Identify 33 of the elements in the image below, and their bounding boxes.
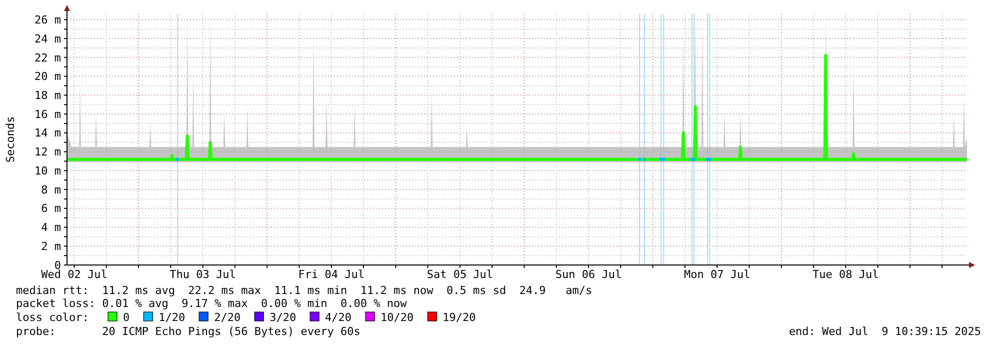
legend-label: 2/20 — [214, 311, 241, 324]
x-tick-label: Fri 04 Jul — [298, 268, 364, 281]
legend-label: 0 — [123, 311, 130, 324]
y-tick-label: 12 m — [34, 146, 62, 159]
text: end: Wed Jul 9 10:39:15 2025 — [788, 325, 981, 338]
y-tick-label: 6 m — [41, 202, 62, 216]
y-tick-label: 24 m — [34, 32, 62, 46]
text: packet loss: 0.01 % avg 9.17 % max 0.00 % min 0.00 % now — [16, 297, 408, 310]
y-tick-label: 26 m — [34, 14, 62, 27]
y-tick-label: 2 m — [41, 240, 62, 253]
x-tick-label: Mon 07 Jul — [684, 268, 750, 281]
legend-label: 1/20 — [158, 311, 186, 324]
legend-label: 10/20 — [380, 311, 414, 324]
y-tick-label: 8 m — [41, 183, 62, 196]
legend-label: 19/20 — [442, 311, 476, 324]
legend-label: 4/20 — [325, 311, 352, 324]
x-tick-label: Thu 03 Jul — [170, 268, 236, 281]
y-tick-label: 18 m — [34, 89, 62, 102]
text: probe: 20 ICMP Echo Pings (56 Bytes) every 60s — [16, 325, 360, 338]
y-tick-label: 4 m — [41, 221, 62, 234]
legend-label: 3/20 — [270, 311, 296, 324]
y-tick-label: 22 m — [34, 51, 62, 64]
x-tick-label: Tue 08 Jul — [812, 268, 879, 281]
legend-title: loss color: — [16, 311, 89, 324]
line-series — [66, 54, 968, 161]
y-tick-label: 10 m — [34, 164, 62, 178]
x-tick-label: Sun 06 Jul — [555, 268, 622, 281]
text: median rtt: 11.2 ms avg 22.2 ms max 11.1 ms min 11.2 ms now 0.5 ms sd 24.9 am/s — [16, 284, 592, 297]
y-tick-label: 14 m — [34, 126, 62, 140]
y-tick-label: 16 m — [34, 108, 62, 121]
y-tick-label: 20 m — [34, 70, 62, 84]
y-axis-title: Seconds — [4, 116, 17, 163]
x-tick-label: Sat 05 Jul — [426, 268, 494, 281]
